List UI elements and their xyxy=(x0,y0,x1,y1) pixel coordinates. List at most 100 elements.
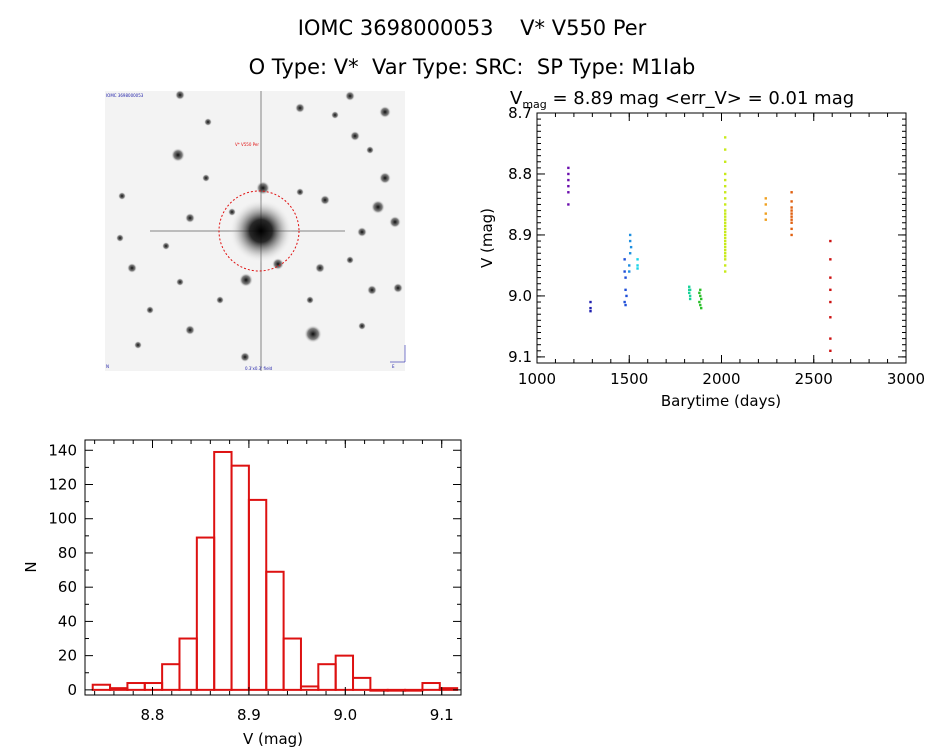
lightcurve-xtick-label: 3000 xyxy=(887,370,925,388)
lightcurve-point xyxy=(567,191,570,194)
lightcurve-point xyxy=(723,172,727,176)
histogram-chart: 8.8 8.9 9.0 9.1 0 20 40 60 80 100 120 140 V (mag) N xyxy=(22,439,462,747)
lightcurve-point xyxy=(699,294,702,298)
histogram-bar xyxy=(265,570,285,691)
histogram-ytick-label: 60 xyxy=(58,578,77,596)
histogram-bar xyxy=(161,663,181,691)
histogram-bar xyxy=(109,687,129,691)
field-star xyxy=(171,148,185,162)
field-star xyxy=(202,174,210,182)
lightcurve-point xyxy=(790,218,793,221)
lightcurve-point xyxy=(567,166,570,170)
field-star xyxy=(358,322,366,330)
field-star xyxy=(175,90,185,100)
lightcurve-chart: Vmag = 8.89 mag <err_V> = 0.01 mag 1000 1… xyxy=(478,88,925,410)
histogram-bar xyxy=(282,637,302,691)
lightcurve-point xyxy=(829,288,832,292)
histogram-xtick-label: 9.0 xyxy=(333,706,357,724)
lightcurve-point xyxy=(723,270,727,273)
field-star xyxy=(185,213,195,223)
field-star xyxy=(256,181,270,195)
histogram-ytick-label: 80 xyxy=(58,544,77,562)
lightcurve-point xyxy=(623,258,626,261)
histogram-bar xyxy=(143,682,164,691)
lightcurve-point xyxy=(567,184,570,188)
histogram-bar xyxy=(404,688,424,692)
histogram-bar xyxy=(178,637,198,691)
lightcurve-point xyxy=(723,239,727,243)
field-star xyxy=(350,131,360,141)
lightcurve-point xyxy=(723,136,727,139)
lightcurve-point xyxy=(699,303,702,307)
lightcurve-point xyxy=(723,242,727,246)
field-star xyxy=(295,103,305,113)
lightcurve-point xyxy=(764,203,767,206)
lightcurve-point xyxy=(628,233,632,237)
lightcurve-point xyxy=(623,300,626,304)
histogram-bar xyxy=(421,682,441,691)
lightcurve-point xyxy=(723,178,727,182)
lightcurve-point xyxy=(698,300,701,304)
lightcurve-point xyxy=(628,264,631,267)
lightcurve-point xyxy=(723,236,727,240)
lightcurve-point xyxy=(790,191,793,194)
lightcurve-ytick-label: 8.9 xyxy=(508,226,532,244)
lightcurve-point xyxy=(636,267,639,270)
lightcurve-point xyxy=(723,197,727,200)
lightcurve-point xyxy=(636,264,639,267)
lightcurve-xtick-label: 1500 xyxy=(610,370,648,388)
lightcurve-point xyxy=(790,215,793,218)
lightcurve-frame xyxy=(536,112,907,364)
histogram-ytick-label: 0 xyxy=(67,681,77,699)
finder-image: IOMC 3698000053 V* V550 Per N 0.3'x0.3' … xyxy=(105,90,406,371)
lightcurve-point xyxy=(723,248,727,252)
lightcurve-point xyxy=(723,203,727,206)
histogram-xtick-label: 8.8 xyxy=(141,706,165,724)
lightcurve-point xyxy=(567,178,570,182)
lightcurve-point xyxy=(589,309,592,313)
lightcurve-point xyxy=(790,209,793,212)
lightcurve-point xyxy=(700,306,703,310)
lightcurve-xlabel: Barytime (days) xyxy=(661,392,781,410)
lightcurve-point xyxy=(688,297,692,301)
field-star xyxy=(162,242,170,250)
lightcurve-points xyxy=(567,136,832,353)
lightcurve-point xyxy=(764,197,767,200)
lightcurve-point xyxy=(829,349,832,353)
field-star xyxy=(304,325,322,343)
field-star xyxy=(315,263,325,273)
histogram-bars xyxy=(91,450,459,692)
lightcurve-point xyxy=(723,224,727,228)
lightcurve-point xyxy=(699,288,702,292)
lightcurve-ticks: 1000 1500 2000 2500 3000 8.7 8.8 8.9 9.0 9.1 xyxy=(508,104,925,388)
finder-top-left-text: IOMC 3698000053 xyxy=(106,93,144,98)
lightcurve-point xyxy=(628,252,632,255)
field-star xyxy=(216,296,224,304)
histogram-bar xyxy=(317,663,337,691)
field-star xyxy=(306,296,314,304)
lightcurve-title: Vmag = 8.89 mag <err_V> = 0.01 mag xyxy=(510,88,854,111)
lightcurve-point xyxy=(567,203,570,206)
lightcurve-point xyxy=(623,270,626,273)
lightcurve-point xyxy=(698,291,701,295)
lightcurve-point xyxy=(790,221,793,224)
field-star xyxy=(272,258,284,270)
lightcurve-point xyxy=(628,239,632,243)
lightcurve-point xyxy=(723,245,727,249)
lightcurve-point xyxy=(723,215,727,218)
lightcurve-point xyxy=(624,276,627,279)
histogram-xtick-label: 8.9 xyxy=(237,706,261,724)
lightcurve-point xyxy=(829,337,832,340)
lightcurve-point xyxy=(829,316,832,319)
field-star xyxy=(320,195,330,205)
histogram-ytick-label: 40 xyxy=(58,612,77,630)
field-star xyxy=(176,278,184,286)
target-circle xyxy=(218,190,300,272)
lightcurve-point xyxy=(636,258,639,261)
field-star xyxy=(345,91,355,101)
lightcurve-point xyxy=(764,212,767,215)
lightcurve-point xyxy=(723,160,727,163)
histogram-bar xyxy=(213,450,233,691)
lightcurve-title-prefix: V xyxy=(510,88,523,109)
